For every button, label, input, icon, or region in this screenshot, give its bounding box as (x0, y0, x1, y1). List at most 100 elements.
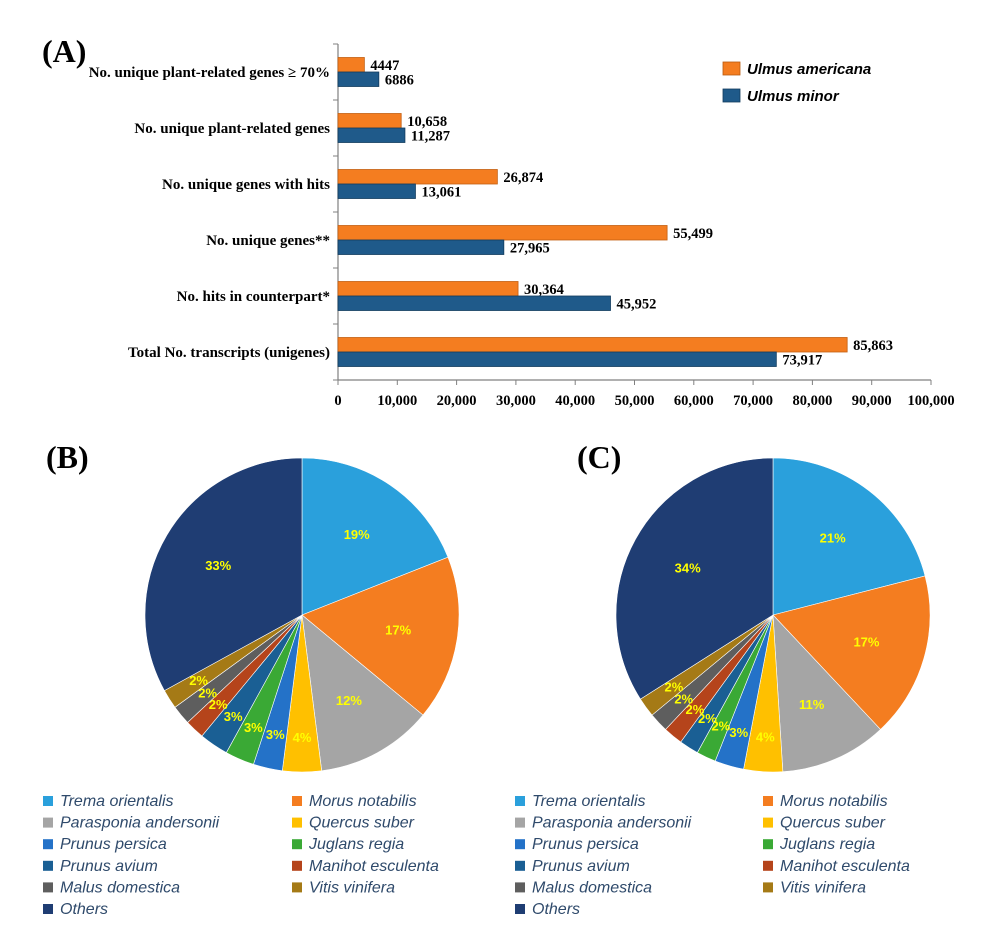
legend-swatch (515, 796, 525, 806)
pie-percent-label: 2% (711, 718, 730, 733)
value-label-americana: 4447 (370, 58, 399, 74)
pie-percent-label: 3% (729, 725, 748, 740)
pie-percent-label: 2% (674, 691, 693, 706)
legend-label: Prunus avium (532, 858, 630, 875)
value-label-minor: 27,965 (510, 241, 550, 257)
panel-label-c: (C) (577, 439, 621, 475)
legend-label: Juglans regia (779, 836, 875, 853)
pie-slice-parasponia-andersonii (301, 614, 424, 772)
pie-percent-label: 2% (209, 697, 228, 712)
legend-label: Others (60, 901, 108, 918)
pie-slice-others (144, 457, 303, 692)
pie-percent-label: 11% (799, 697, 825, 712)
legend-label: Prunus avium (60, 858, 158, 875)
category-label: No. unique genes with hits (162, 177, 330, 193)
x-tick-label: 20,000 (437, 393, 477, 409)
legend-label: Vitis vinifera (780, 879, 866, 896)
value-label-americana: 26,874 (503, 170, 543, 186)
bar-americana (337, 169, 498, 185)
x-tick-label: 0 (334, 393, 341, 409)
value-label-americana: 85,863 (853, 338, 893, 354)
bar-americana (337, 337, 848, 353)
legend-label: Morus notabilis (780, 793, 888, 810)
category-label: No. unique plant-related genes ≥ 70% (89, 65, 330, 81)
pie-slice-trema-orientalis (301, 457, 449, 616)
pie-percent-label: 17% (853, 635, 879, 650)
legend-swatch (43, 796, 53, 806)
value-label-americana: 55,499 (673, 226, 713, 242)
pie-chart-panel-c: (C) 21%17%11%4%3%2%2%2%2%2%34% (577, 439, 931, 773)
pie-percent-label: 4% (293, 730, 312, 745)
pie-legend-c: Trema orientalis Parasponia andersonii Pru… (515, 793, 910, 918)
bar-minor (337, 183, 416, 199)
x-tick-label: 30,000 (496, 393, 536, 409)
legend-swatch (292, 796, 302, 806)
value-label-minor: 13,061 (421, 185, 461, 201)
value-label-minor: 11,287 (411, 129, 450, 145)
legend-swatch (43, 817, 53, 828)
category-label: No. hits in counterpart* (177, 289, 330, 305)
pie-chart-panel-b: (B) 19%17%12%4%3%3%3%2%2%2%33% (46, 439, 460, 773)
pie-slice-parasponia-andersonii (772, 614, 881, 773)
pie-percent-label: 19% (344, 527, 370, 542)
legend-label: Prunus persica (60, 836, 167, 853)
legend-swatch (515, 817, 525, 828)
pie-slice-morus-notabilis (772, 575, 931, 730)
legend-swatch (43, 882, 53, 893)
pie-percent-label: 4% (756, 730, 775, 745)
legend-label: Quercus suber (309, 815, 415, 832)
legend-label-minor: Ulmus minor (747, 88, 840, 105)
pie-percent-label: 33% (205, 558, 231, 573)
pie-percent-label: 2% (198, 686, 217, 701)
legend-swatch (292, 839, 302, 850)
legend-swatch-americana (722, 61, 741, 76)
legend-swatch (43, 839, 53, 850)
pie-percent-label: 2% (189, 673, 208, 688)
legend-label-americana: Ulmus americana (747, 61, 871, 78)
legend-label: Malus domestica (60, 879, 180, 896)
legend-label: Trema orientalis (60, 793, 174, 810)
legend-swatch (292, 860, 302, 871)
legend-swatch (763, 839, 773, 850)
pie-legend-b: Trema orientalis Parasponia andersonii Pru… (43, 793, 439, 918)
legend-swatch-minor (722, 88, 741, 103)
bar-americana (337, 281, 519, 297)
legend-label: Morus notabilis (309, 793, 417, 810)
category-label: No. unique plant-related genes (134, 121, 330, 137)
legend-swatch (515, 904, 525, 914)
x-tick-label: 100,000 (907, 393, 954, 409)
panel-label-b: (B) (46, 439, 89, 475)
legend-label: Manihot esculenta (780, 858, 910, 875)
bar-minor (337, 351, 777, 367)
legend-label: Vitis vinifera (309, 879, 395, 896)
legend-label: Others (532, 901, 580, 918)
x-tick-label: 90,000 (852, 393, 892, 409)
legend-label: Juglans regia (308, 836, 404, 853)
value-label-minor: 73,917 (782, 353, 822, 369)
legend-swatch (763, 796, 773, 806)
pie-percent-label: 3% (224, 709, 243, 724)
bars-a: No. unique plant-related genes ≥ 70% 4447… (89, 43, 955, 409)
pie-percent-label: 21% (820, 531, 846, 546)
value-label-minor: 6886 (385, 73, 414, 89)
pie-percent-label: 34% (675, 561, 701, 576)
bar-americana (337, 57, 365, 73)
legend-label: Trema orientalis (532, 793, 646, 810)
legend-swatch (515, 839, 525, 850)
legend-swatch (43, 904, 53, 914)
pie-percent-label: 12% (336, 693, 362, 708)
legend-swatch (515, 882, 525, 893)
x-tick-label: 50,000 (615, 393, 655, 409)
x-tick-label: 70,000 (733, 393, 773, 409)
legend-swatch (763, 860, 773, 871)
pie-percent-label: 17% (385, 623, 411, 638)
bar-americana (337, 225, 668, 241)
legend-swatch (292, 882, 302, 893)
pie-percent-label: 2% (698, 711, 717, 726)
legend-swatch (292, 817, 302, 828)
bar-chart-panel-a: (A) No. unique plant-related genes ≥ 70%… (42, 33, 955, 409)
panel-label-a: (A) (42, 33, 86, 69)
bar-minor (337, 239, 505, 255)
x-tick-label: 10,000 (377, 393, 417, 409)
